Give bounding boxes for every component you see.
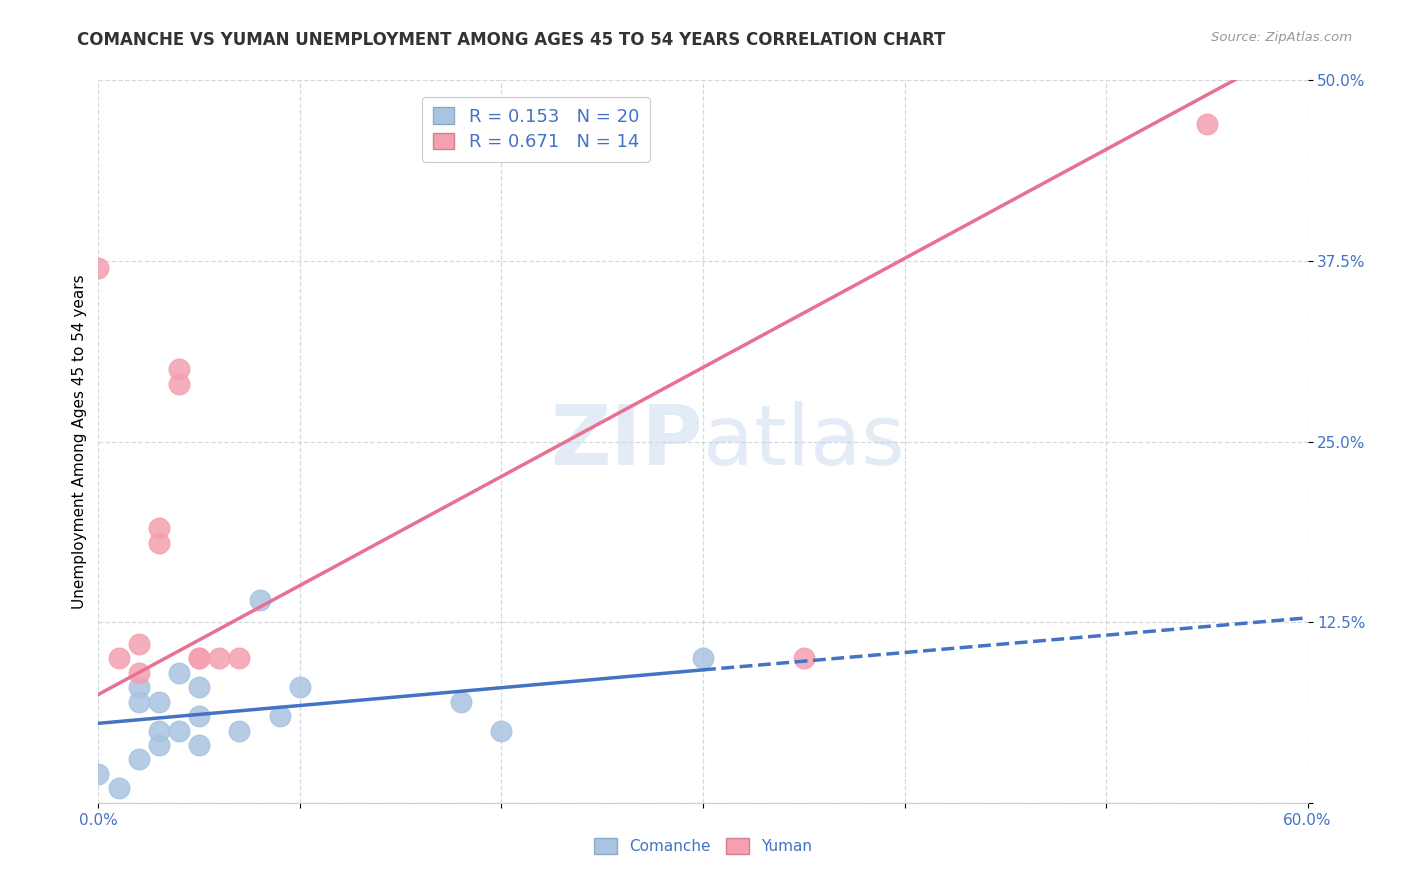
Point: [167, 362, 190, 376]
Point: [167, 665, 190, 680]
Point: [491, 723, 513, 738]
Point: [148, 723, 170, 738]
Point: [167, 376, 190, 391]
Point: [793, 651, 815, 665]
Legend: Comanche, Yuman: Comanche, Yuman: [588, 832, 818, 860]
Point: [450, 695, 472, 709]
Point: [188, 651, 211, 665]
Point: [107, 651, 129, 665]
Point: [188, 738, 211, 752]
Point: [188, 651, 211, 665]
Point: [228, 651, 250, 665]
Point: [288, 680, 311, 694]
Point: [167, 723, 190, 738]
Text: COMANCHE VS YUMAN UNEMPLOYMENT AMONG AGES 45 TO 54 YEARS CORRELATION CHART: COMANCHE VS YUMAN UNEMPLOYMENT AMONG AGE…: [77, 31, 946, 49]
Point: [188, 680, 211, 694]
Point: [128, 680, 150, 694]
Point: [1195, 117, 1218, 131]
Point: [269, 709, 291, 723]
Point: [87, 261, 110, 276]
Point: [128, 637, 150, 651]
Point: [128, 665, 150, 680]
Point: [148, 521, 170, 535]
Point: [148, 738, 170, 752]
Point: [188, 709, 211, 723]
Y-axis label: Unemployment Among Ages 45 to 54 years: Unemployment Among Ages 45 to 54 years: [72, 274, 87, 609]
Point: [128, 752, 150, 766]
Text: Source: ZipAtlas.com: Source: ZipAtlas.com: [1212, 31, 1353, 45]
Point: [692, 651, 714, 665]
Point: [128, 695, 150, 709]
Point: [107, 781, 129, 796]
Point: [148, 535, 170, 549]
Point: [148, 695, 170, 709]
Point: [208, 651, 231, 665]
Point: [228, 723, 250, 738]
Text: atlas: atlas: [703, 401, 904, 482]
Text: ZIP: ZIP: [551, 401, 703, 482]
Point: [87, 767, 110, 781]
Point: [249, 593, 271, 607]
